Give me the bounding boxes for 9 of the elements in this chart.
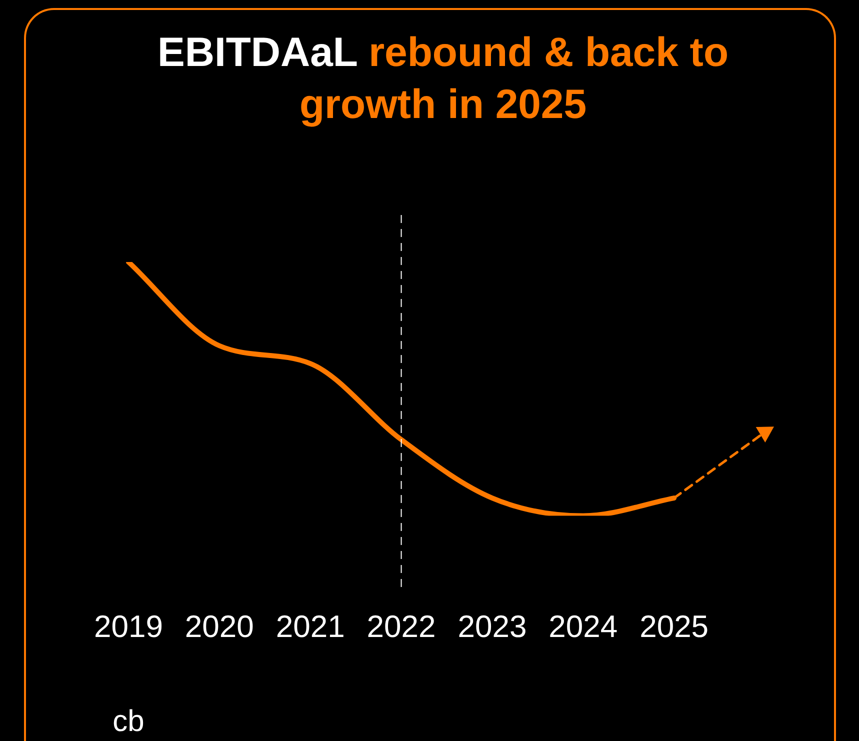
x-tick-label: 2025 [640,608,709,644]
x-tick-label: 2024 [548,608,618,644]
x-tick-label: 2023 [458,608,527,644]
x-tick-label: 2022 [366,608,436,644]
text: cb [112,705,144,738]
chart-title: EBITDAaL rebound & back to growth in 2025 [157,29,729,127]
x-tick-label: 2020 [184,608,254,644]
x-tick-label: 2019 [94,608,163,644]
x-tick-label: 2021 [276,608,345,644]
